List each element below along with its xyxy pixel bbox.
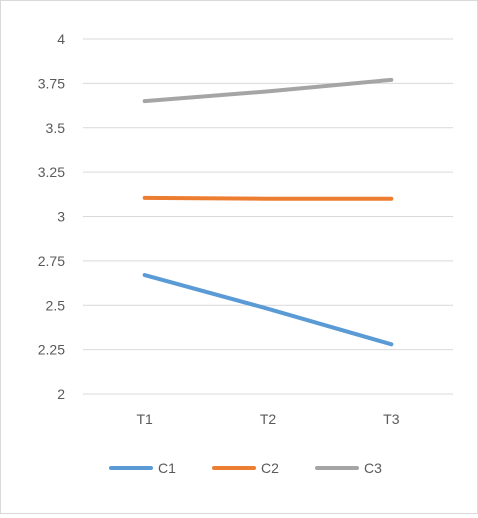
- y-tick-label: 3.5: [46, 120, 66, 136]
- y-tick-label: 3.25: [38, 164, 65, 180]
- legend-label: C1: [158, 460, 176, 476]
- y-tick-label: 2.75: [38, 253, 65, 269]
- gridlines: [83, 38, 453, 395]
- y-axis-tick-labels: 2 2.25 2.5 2.75 3 3.25 3.5 3.75 4: [38, 31, 65, 402]
- y-tick-label: 3.75: [38, 75, 65, 91]
- series-line-c2: [142, 195, 394, 201]
- y-tick-label: 3: [57, 209, 65, 225]
- series-lines: [142, 77, 394, 347]
- legend-label: C2: [261, 460, 279, 476]
- series-line-c3: [142, 77, 394, 104]
- series-line-c1: [142, 273, 394, 347]
- legend: C1 C2 C3: [109, 460, 382, 476]
- y-tick-label: 2.25: [38, 342, 65, 358]
- legend-item-c1: C1: [109, 460, 176, 476]
- x-tick-label: T1: [136, 411, 153, 427]
- legend-item-c3: C3: [315, 460, 382, 476]
- legend-item-c2: C2: [212, 460, 279, 476]
- x-tick-label: T2: [260, 411, 277, 427]
- legend-label: C3: [364, 460, 382, 476]
- x-axis-tick-labels: T1 T2 T3: [136, 411, 399, 427]
- y-tick-label: 2: [57, 386, 65, 402]
- x-tick-label: T3: [383, 411, 400, 427]
- y-tick-label: 4: [57, 31, 65, 47]
- y-tick-label: 2.5: [46, 297, 66, 313]
